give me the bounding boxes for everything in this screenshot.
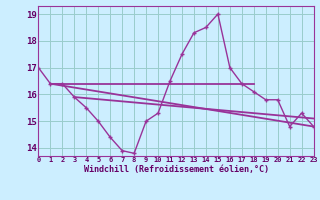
X-axis label: Windchill (Refroidissement éolien,°C): Windchill (Refroidissement éolien,°C): [84, 165, 268, 174]
